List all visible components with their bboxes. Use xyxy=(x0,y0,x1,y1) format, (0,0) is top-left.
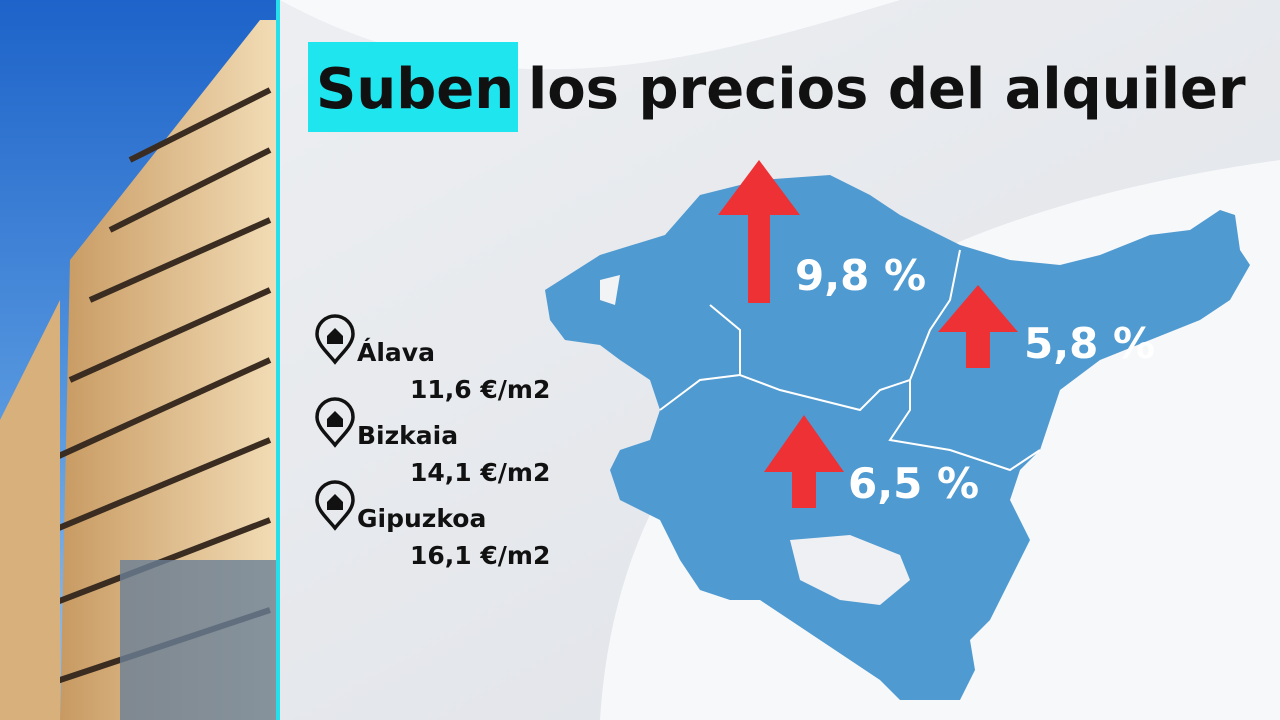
title-highlight-text: Suben xyxy=(316,57,514,122)
pin-house xyxy=(327,494,343,510)
map xyxy=(545,175,1250,700)
pin-outline xyxy=(315,397,355,448)
photo xyxy=(0,0,276,720)
title: los precios del alquiler xyxy=(528,57,1246,122)
pin-icon xyxy=(315,480,355,531)
pin-house xyxy=(327,411,343,427)
map-label: 5,8 % xyxy=(1024,319,1155,368)
map-label: 6,5 % xyxy=(848,459,979,508)
arrows xyxy=(718,160,1018,508)
province-list: Álava 11,6 €/m2 Bizkaia 14,1 €/m2 Gipuzkoa 16… xyxy=(315,314,550,570)
province-price: 16,1 €/m2 xyxy=(410,541,550,570)
province-name: Bizkaia xyxy=(357,421,458,450)
pin-house xyxy=(327,328,343,344)
map-label: 9,8 % xyxy=(795,251,926,300)
province-price: 14,1 €/m2 xyxy=(410,458,550,487)
title-highlight xyxy=(308,42,518,132)
pin-icon xyxy=(315,314,355,365)
pin-icon xyxy=(315,397,355,448)
province-price: 11,6 €/m2 xyxy=(410,375,550,404)
pin-outline xyxy=(315,480,355,531)
divider xyxy=(276,0,280,720)
pin-outline xyxy=(315,314,355,365)
province-name: Gipuzkoa xyxy=(357,504,486,533)
province-name: Álava xyxy=(357,338,435,367)
